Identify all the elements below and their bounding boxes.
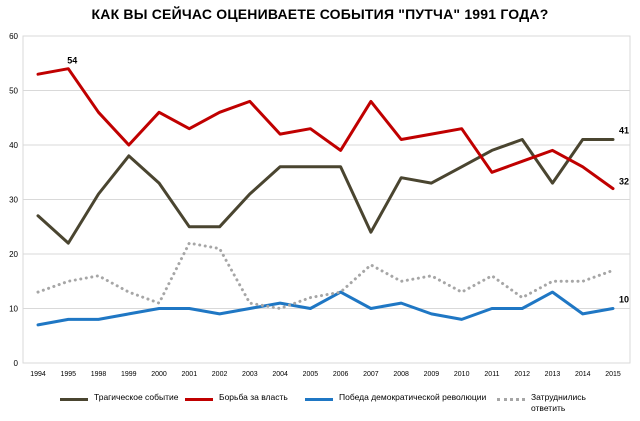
x-tick-label: 1998 <box>91 371 107 378</box>
legend-label: Затруднились ответить <box>531 392 586 413</box>
x-tick-label: 2000 <box>151 371 167 378</box>
x-tick-label: 2005 <box>303 371 319 378</box>
legend-label: Борьба за власть <box>219 392 288 402</box>
x-tick-label: 1995 <box>60 371 76 378</box>
x-tick-label: 2011 <box>484 371 499 378</box>
legend-swatch <box>305 398 333 401</box>
x-tick-label: 2009 <box>424 371 440 378</box>
y-tick-label: 20 <box>9 250 18 259</box>
y-tick-label: 0 <box>14 359 19 368</box>
y-tick-label: 50 <box>9 87 18 96</box>
x-tick-label: 1994 <box>30 371 46 378</box>
x-tick-label: 2015 <box>605 371 621 378</box>
legend-swatch <box>60 398 88 401</box>
chart-legend: Трагическое событие Борьба за власть Побед… <box>0 384 640 421</box>
series-line-4 <box>36 241 615 310</box>
legend-label: Трагическое событие <box>94 392 179 402</box>
chart-title: КАК ВЫ СЕЙЧАС ОЦЕНИВАЕТЕ СОБЫТИЯ "ПУТЧА"… <box>91 6 549 22</box>
x-tick-label: 2008 <box>393 371 409 378</box>
x-tick-label: 2003 <box>242 371 258 378</box>
data-label: 32 <box>619 177 629 187</box>
legend-label: Победа демократической революции <box>339 392 487 402</box>
y-tick-label: 30 <box>9 196 18 205</box>
x-tick-label: 2004 <box>272 371 288 378</box>
x-tick-label: 1999 <box>121 371 137 378</box>
line-chart: 0 10 20 30 40 50 60 1994 1995 1998 1999 2000 2001 200… <box>9 32 631 378</box>
x-tick-label: 2012 <box>514 371 530 378</box>
x-tick-label: 2014 <box>575 371 591 378</box>
x-tick-label: 2010 <box>454 371 470 378</box>
data-label: 10 <box>619 295 629 305</box>
data-label: 54 <box>67 56 77 66</box>
y-tick-label: 40 <box>9 141 18 150</box>
x-tick-label: 2001 <box>182 371 198 378</box>
x-tick-label: 2007 <box>363 371 379 378</box>
y-tick-label: 10 <box>9 305 18 314</box>
series-line-1 <box>36 138 615 245</box>
x-tick-label: 2013 <box>545 371 561 378</box>
x-tick-label: 2006 <box>333 371 349 378</box>
series-line-2 <box>36 67 615 191</box>
data-label: 41 <box>619 126 629 136</box>
legend-swatch <box>185 398 213 401</box>
x-tick-label: 2002 <box>212 371 228 378</box>
y-tick-label: 60 <box>9 32 18 41</box>
legend-swatch <box>497 398 525 401</box>
series-line-3 <box>36 290 615 327</box>
